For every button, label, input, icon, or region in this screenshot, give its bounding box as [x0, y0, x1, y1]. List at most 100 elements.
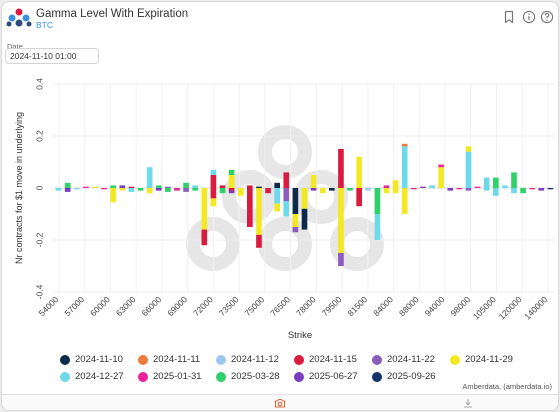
bar-segment-2024-11-29[interactable] [228, 175, 235, 188]
legend-item-2024-11-29[interactable]: 2024-11-29 [450, 354, 528, 365]
bar-segment-2024-11-15[interactable] [201, 229, 208, 246]
bookmark-icon[interactable] [502, 10, 516, 24]
bar-segment-2025-06-27[interactable] [538, 188, 545, 191]
bar-segment-2025-06-27[interactable] [310, 188, 317, 191]
bar-segment-2024-12-27[interactable] [465, 151, 472, 188]
bar-segment-2025-06-27[interactable] [155, 188, 162, 191]
bar-segment-2025-01-31[interactable] [410, 188, 417, 190]
date-filter-input[interactable] [5, 48, 99, 64]
bar-segment-2024-11-15[interactable] [228, 188, 235, 191]
bar-segment-2024-11-22[interactable] [183, 188, 189, 192]
bar-segment-2024-11-29[interactable] [237, 188, 244, 196]
bar-segment-2025-01-31[interactable] [83, 186, 89, 188]
bar-segment-2024-12-27[interactable] [483, 188, 490, 191]
legend-item-2024-11-15[interactable]: 2024-11-15 [294, 354, 372, 365]
bar-segment-2024-12-27[interactable] [492, 188, 499, 196]
bar-segment-2024-11-29[interactable] [356, 156, 362, 188]
bar-segment-2024-11-22[interactable] [465, 188, 472, 191]
legend-item-2024-11-22[interactable]: 2024-11-22 [372, 354, 450, 365]
bar-segment-2024-12-27[interactable] [73, 188, 80, 190]
bar-segment-2024-11-29[interactable] [201, 188, 208, 230]
bar-segment-2025-03-28[interactable] [374, 188, 381, 214]
bar-segment-2025-03-28[interactable] [492, 177, 499, 188]
bar-segment-2024-12-27[interactable] [192, 185, 199, 188]
bar-segment-2025-06-27[interactable] [420, 186, 426, 188]
bar-segment-2024-11-22[interactable] [165, 186, 171, 188]
bar-segment-2024-11-15[interactable] [128, 186, 135, 188]
bar-segment-2025-06-27[interactable] [119, 185, 126, 188]
legend-item-2025-06-27[interactable]: 2025-06-27 [294, 371, 372, 382]
bar-segment-2024-11-29[interactable] [292, 214, 299, 227]
bar-segment-2025-01-31[interactable] [101, 188, 107, 190]
bar-segment-2024-11-29[interactable] [146, 188, 153, 194]
bar-segment-2024-12-27[interactable] [502, 185, 508, 188]
bar-segment-2024-11-15[interactable] [338, 149, 344, 188]
bar-segment-2024-12-27[interactable] [401, 146, 408, 188]
bar-segment-2024-12-27[interactable] [274, 188, 280, 204]
bar-segment-2024-11-11[interactable] [401, 143, 408, 147]
bar-segment-2025-03-28[interactable] [511, 172, 517, 188]
bar-segment-2025-03-28[interactable] [165, 188, 171, 192]
bar-segment-2024-11-15[interactable] [247, 188, 253, 227]
bar-segment-2024-11-10[interactable] [256, 186, 262, 188]
bar-segment-2024-11-22[interactable] [338, 253, 344, 266]
bar-segment-2024-11-15[interactable] [210, 175, 217, 188]
bar-segment-2024-11-29[interactable] [110, 188, 117, 203]
bar-segment-2025-01-31[interactable] [474, 186, 481, 188]
bar-segment-2024-12-27[interactable] [511, 188, 517, 194]
legend-item-2025-01-31[interactable]: 2025-01-31 [138, 371, 216, 382]
bar-segment-2024-11-29[interactable] [338, 188, 344, 253]
bar-segment-2024-12-27[interactable] [429, 185, 435, 188]
bar-segment-2025-09-26[interactable] [547, 188, 554, 190]
help-icon[interactable] [540, 10, 554, 24]
bar-segment-2025-06-27[interactable] [64, 188, 71, 192]
bar-segment-2024-12-27[interactable] [146, 167, 153, 188]
bar-segment-2024-11-10[interactable] [329, 188, 335, 191]
bar-segment-2024-12-27[interactable] [483, 177, 490, 188]
bar-segment-2024-12-27[interactable] [283, 201, 290, 217]
bar-segment-2024-11-15[interactable] [219, 185, 226, 188]
bar-segment-2024-11-15[interactable] [356, 188, 362, 207]
bar-segment-2024-11-10[interactable] [292, 188, 299, 214]
bar-segment-2024-11-22[interactable] [283, 188, 290, 201]
legend-item-2024-11-12[interactable]: 2024-11-12 [216, 354, 294, 365]
bar-segment-2024-11-15[interactable] [265, 188, 271, 194]
bar-segment-2024-11-29[interactable] [210, 198, 217, 207]
bar-segment-2024-11-15[interactable] [256, 234, 262, 248]
bar-segment-2024-11-29[interactable] [92, 186, 98, 188]
bar-segment-2024-11-10[interactable] [301, 208, 308, 230]
bar-segment-2024-11-29[interactable] [301, 188, 308, 209]
bar-segment-2024-11-29[interactable] [465, 146, 472, 152]
bar-segment-2024-11-29[interactable] [310, 175, 317, 188]
bar-segment-2025-03-28[interactable] [228, 169, 235, 175]
bar-segment-2025-06-27[interactable] [447, 188, 454, 191]
legend-item-2024-11-11[interactable]: 2024-11-11 [138, 354, 216, 365]
legend-item-2025-03-28[interactable]: 2025-03-28 [216, 371, 294, 382]
bar-segment-2024-11-15[interactable] [210, 188, 217, 199]
download-icon[interactable] [462, 397, 474, 409]
bar-segment-2025-06-27[interactable] [228, 190, 235, 194]
legend-item-2025-09-26[interactable]: 2025-09-26 [372, 371, 450, 382]
bar-segment-2025-03-28[interactable] [110, 185, 117, 188]
bar-segment-2025-03-28[interactable] [155, 185, 162, 188]
bar-segment-2024-11-29[interactable] [392, 180, 399, 188]
bar-segment-2024-11-29[interactable] [256, 188, 262, 235]
bar-segment-2025-01-31[interactable] [529, 188, 536, 190]
bar-segment-2024-11-29[interactable] [401, 188, 408, 214]
bar-segment-2025-03-28[interactable] [520, 188, 526, 194]
camera-icon[interactable] [274, 397, 286, 409]
legend-item-2024-11-10[interactable]: 2024-11-10 [60, 354, 138, 365]
info-icon[interactable] [522, 10, 536, 24]
bar-segment-2024-12-27[interactable] [128, 188, 135, 192]
bar-segment-2025-01-31[interactable] [438, 164, 444, 168]
bar-segment-2025-01-31[interactable] [174, 188, 180, 191]
bar-segment-2025-03-28[interactable] [219, 188, 226, 194]
bar-segment-2024-11-29[interactable] [274, 203, 280, 212]
bar-segment-2024-11-15[interactable] [247, 185, 253, 188]
bar-segment-2025-01-31[interactable] [456, 188, 463, 190]
bar-segment-2024-12-27[interactable] [374, 214, 381, 240]
bar-segment-2025-03-28[interactable] [64, 182, 71, 188]
bar-segment-2024-11-12[interactable] [365, 188, 372, 191]
bar-segment-2025-03-28[interactable] [347, 188, 353, 191]
bar-segment-2024-12-27[interactable] [55, 188, 62, 191]
